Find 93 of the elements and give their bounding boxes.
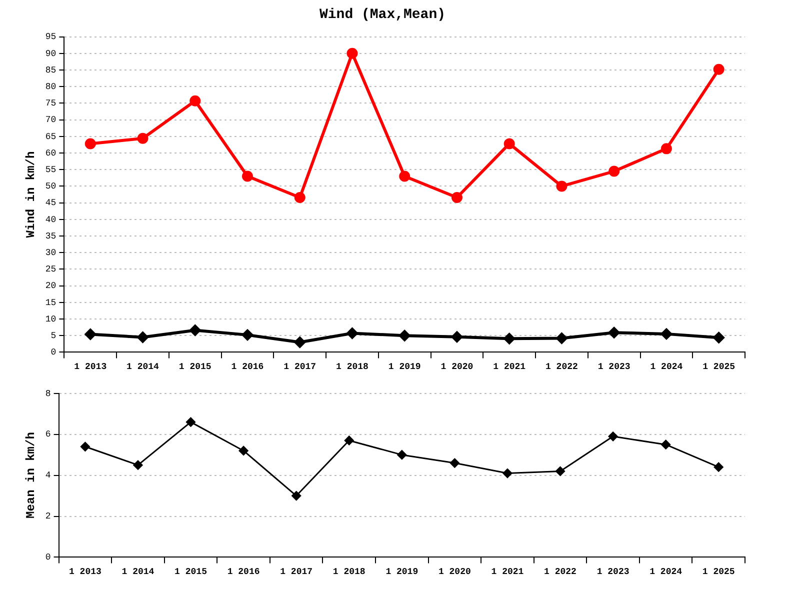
point	[608, 166, 620, 177]
x-tick-label: 1 2018	[332, 566, 366, 577]
x-tick-label: 1 2020	[438, 566, 471, 577]
point	[137, 132, 148, 144]
point	[556, 466, 566, 476]
y-tick-label: 80	[45, 82, 56, 92]
y-tick-label: 10	[45, 314, 56, 324]
x-tick-label: 1 2013	[74, 362, 107, 372]
point	[133, 460, 143, 470]
y-tick-label: 35	[45, 231, 56, 242]
x-tick-label: 1 2015	[174, 566, 207, 577]
x-tick-label: 1 2022	[546, 362, 578, 372]
y-tick-label: 15	[45, 298, 56, 308]
x-tick-label: 1 2017	[280, 566, 313, 577]
y-tick-label: 55	[45, 164, 56, 175]
x-tick-label: 1 2024	[650, 566, 683, 577]
point	[186, 417, 196, 427]
y-tick-label: 0	[50, 348, 56, 358]
x-tick-label: 1 2014	[126, 362, 160, 372]
point	[502, 468, 512, 478]
point	[504, 333, 515, 344]
x-tick-label: 1 2025	[702, 362, 736, 372]
x-tick-label: 1 2016	[227, 566, 260, 577]
y-tick-label: 20	[45, 281, 56, 292]
point	[346, 48, 358, 59]
x-tick-label: 1 2016	[231, 362, 264, 372]
point	[242, 329, 253, 340]
point	[292, 491, 302, 501]
x-tick-label: 1 2022	[544, 566, 576, 577]
y-tick-label: 6	[45, 430, 51, 440]
y-tick-label: 95	[45, 32, 56, 42]
point	[346, 328, 358, 339]
point	[714, 462, 724, 472]
x-tick-label: 1 2019	[388, 362, 421, 372]
y-tick-label: 40	[45, 214, 56, 225]
point	[608, 327, 620, 338]
point	[661, 440, 671, 450]
y-tick-label: 60	[45, 148, 56, 158]
x-tick-label: 1 2013	[68, 566, 102, 577]
x-tick-label: 1 2014	[122, 566, 155, 577]
x-tick-label: 1 2025	[702, 566, 735, 577]
point	[660, 328, 672, 340]
x-tick-label: 1 2017	[284, 362, 316, 372]
point	[84, 328, 96, 340]
y-tick-label: 5	[50, 330, 56, 341]
point	[80, 442, 90, 452]
point	[504, 138, 515, 150]
point	[608, 432, 618, 442]
x-tick-label: 1 2020	[440, 362, 474, 372]
x-tick-label: 1 2021	[493, 362, 526, 372]
y-tick-label: 90	[45, 48, 56, 59]
x-tick-label: 1 2015	[178, 362, 212, 372]
x-tick-label: 1 2023	[598, 362, 630, 372]
y-tick-label: 45	[45, 198, 56, 208]
x-tick-label: 1 2024	[650, 362, 684, 372]
point	[451, 192, 462, 203]
point	[294, 336, 306, 348]
y-tick-label: 85	[45, 65, 56, 76]
y-tick-label: 25	[45, 264, 56, 275]
point	[713, 332, 724, 344]
point	[137, 332, 148, 343]
point	[242, 170, 253, 182]
y-tick-label: 75	[45, 98, 56, 109]
y-tick-label: 65	[45, 132, 56, 142]
y-tick-label: 70	[45, 115, 56, 126]
point	[450, 458, 460, 468]
x-tick-label: 1 2018	[336, 362, 368, 372]
y-tick-label: 50	[45, 182, 56, 192]
point	[660, 143, 672, 154]
x-tick-label: 1 2021	[491, 566, 524, 577]
point	[190, 324, 201, 336]
point	[556, 180, 568, 192]
point	[451, 331, 462, 342]
y-axis-title: Mean in km/h	[24, 432, 38, 519]
y-tick-label: 2	[45, 512, 51, 522]
point	[399, 170, 410, 182]
x-tick-label: 1 2023	[596, 566, 630, 577]
point	[399, 330, 410, 342]
x-tick-label: 1 2019	[386, 566, 418, 577]
chart-title: Wind (Max,Mean)	[319, 6, 446, 23]
point	[238, 446, 248, 456]
y-tick-label: 8	[45, 388, 51, 399]
point	[344, 436, 354, 446]
point	[556, 332, 568, 344]
point	[397, 450, 407, 460]
y-tick-label: 0	[45, 552, 51, 563]
point	[713, 64, 724, 75]
point	[190, 95, 201, 106]
point	[84, 138, 96, 150]
point	[294, 192, 306, 203]
y-tick-label: 4	[45, 470, 51, 481]
y-tick-label: 30	[45, 248, 56, 258]
y-axis-title: Wind in km/h	[24, 151, 38, 238]
